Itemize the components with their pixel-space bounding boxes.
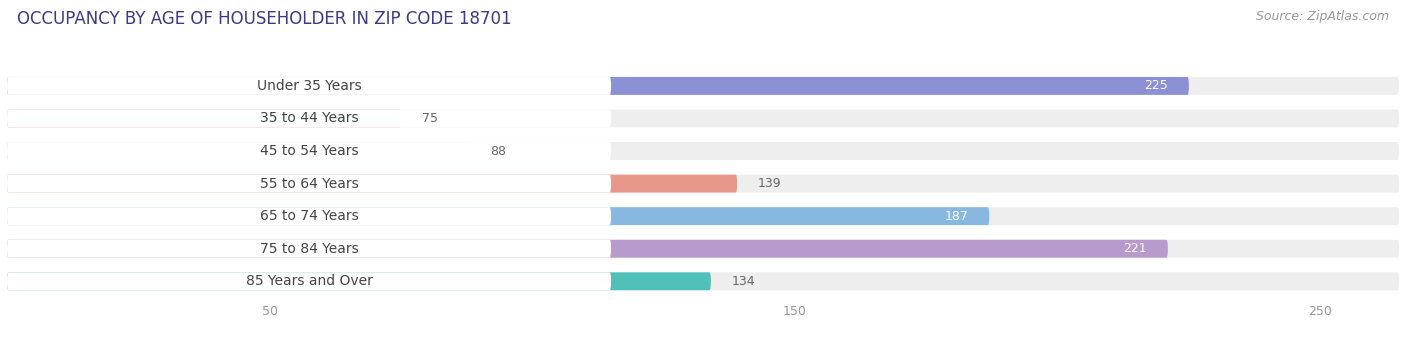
Text: 187: 187 xyxy=(945,210,969,223)
Text: 225: 225 xyxy=(1144,80,1168,92)
FancyBboxPatch shape xyxy=(7,272,711,290)
Text: 65 to 74 Years: 65 to 74 Years xyxy=(260,209,359,223)
Text: 221: 221 xyxy=(1123,242,1147,255)
FancyBboxPatch shape xyxy=(7,77,612,95)
Text: 75 to 84 Years: 75 to 84 Years xyxy=(260,242,359,256)
FancyBboxPatch shape xyxy=(7,240,612,258)
Text: Under 35 Years: Under 35 Years xyxy=(257,79,361,93)
FancyBboxPatch shape xyxy=(7,109,1399,128)
Text: 75: 75 xyxy=(422,112,439,125)
Text: 35 to 44 Years: 35 to 44 Years xyxy=(260,112,359,125)
FancyBboxPatch shape xyxy=(7,175,612,192)
FancyBboxPatch shape xyxy=(7,109,612,128)
FancyBboxPatch shape xyxy=(7,272,1399,290)
FancyBboxPatch shape xyxy=(7,175,1399,192)
FancyBboxPatch shape xyxy=(7,77,1189,95)
FancyBboxPatch shape xyxy=(7,175,737,192)
Text: 134: 134 xyxy=(733,275,755,288)
Text: 88: 88 xyxy=(491,144,506,157)
FancyBboxPatch shape xyxy=(7,240,1168,258)
FancyBboxPatch shape xyxy=(7,109,401,128)
Text: 45 to 54 Years: 45 to 54 Years xyxy=(260,144,359,158)
Text: OCCUPANCY BY AGE OF HOUSEHOLDER IN ZIP CODE 18701: OCCUPANCY BY AGE OF HOUSEHOLDER IN ZIP C… xyxy=(17,10,512,28)
FancyBboxPatch shape xyxy=(7,207,1399,225)
Text: 55 to 64 Years: 55 to 64 Years xyxy=(260,176,359,191)
FancyBboxPatch shape xyxy=(7,207,990,225)
FancyBboxPatch shape xyxy=(7,142,1399,160)
FancyBboxPatch shape xyxy=(7,272,612,290)
FancyBboxPatch shape xyxy=(7,240,1399,258)
FancyBboxPatch shape xyxy=(7,207,612,225)
Text: 139: 139 xyxy=(758,177,782,190)
FancyBboxPatch shape xyxy=(7,77,1399,95)
Text: 85 Years and Over: 85 Years and Over xyxy=(246,274,373,288)
FancyBboxPatch shape xyxy=(7,142,612,160)
Text: Source: ZipAtlas.com: Source: ZipAtlas.com xyxy=(1256,10,1389,23)
FancyBboxPatch shape xyxy=(7,142,470,160)
